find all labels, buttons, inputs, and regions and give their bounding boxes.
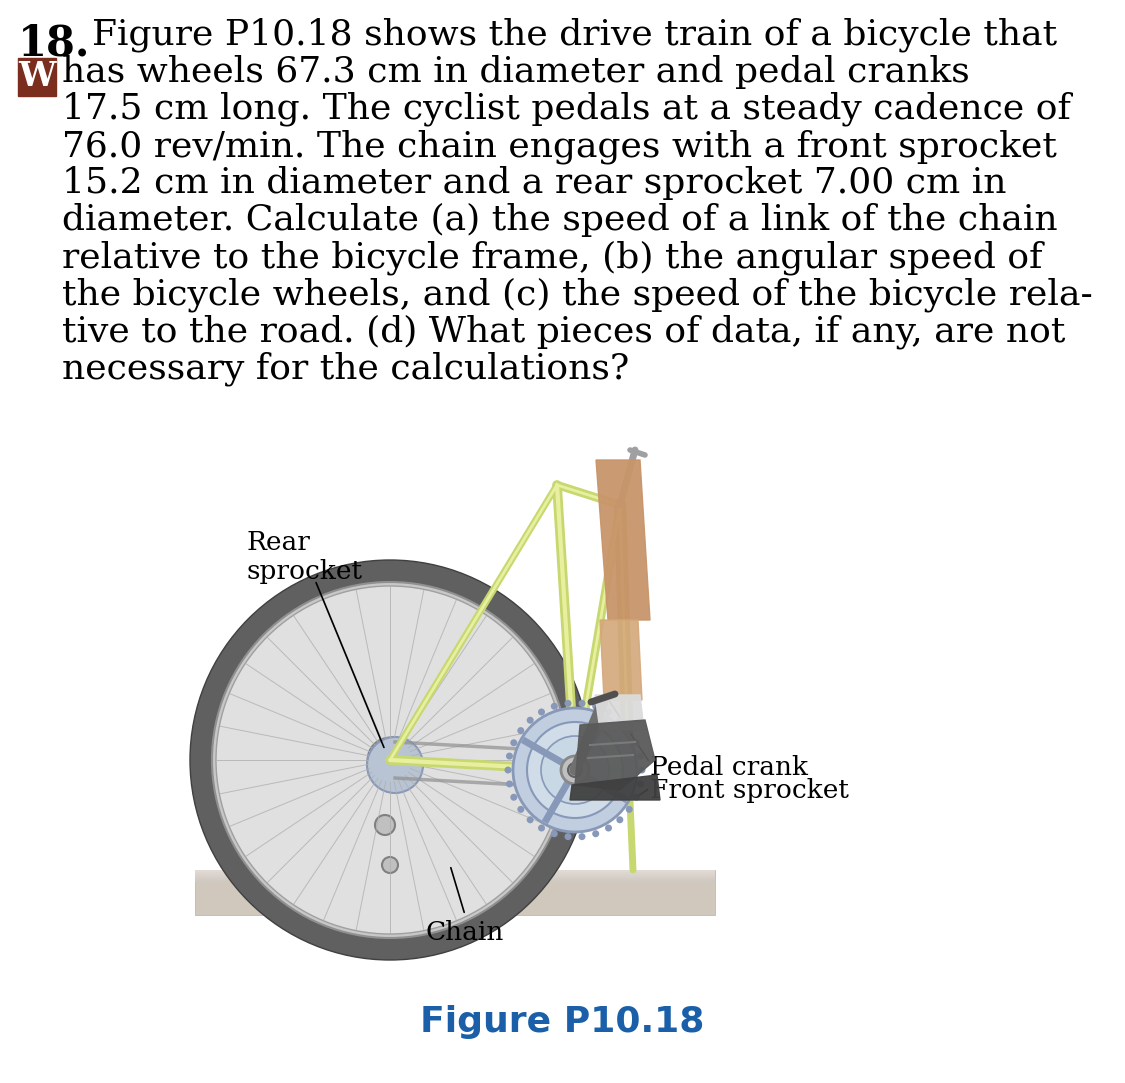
Circle shape <box>639 767 646 773</box>
Circle shape <box>504 767 512 773</box>
Circle shape <box>637 753 643 759</box>
Text: has wheels 67.3 cm in diameter and pedal cranks: has wheels 67.3 cm in diameter and pedal… <box>62 55 970 89</box>
Circle shape <box>605 824 612 832</box>
Text: Figure P10.18: Figure P10.18 <box>420 1005 704 1039</box>
Bar <box>195 874 716 876</box>
Text: 18.: 18. <box>18 22 90 64</box>
Circle shape <box>626 806 632 813</box>
Circle shape <box>551 831 558 837</box>
Circle shape <box>565 700 572 707</box>
Circle shape <box>380 751 400 770</box>
Polygon shape <box>575 720 655 790</box>
Circle shape <box>592 831 600 837</box>
Circle shape <box>518 806 524 813</box>
Polygon shape <box>596 460 650 619</box>
Circle shape <box>216 586 564 934</box>
Circle shape <box>541 736 609 804</box>
Circle shape <box>578 833 585 840</box>
Circle shape <box>375 815 395 835</box>
Circle shape <box>367 738 423 793</box>
Circle shape <box>526 817 533 823</box>
Circle shape <box>568 764 582 777</box>
Circle shape <box>578 700 585 707</box>
Text: Rear
sprocket: Rear sprocket <box>248 530 363 584</box>
Text: W: W <box>18 61 56 93</box>
Circle shape <box>513 708 637 832</box>
Text: 15.2 cm in diameter and a rear sprocket 7.00 cm in: 15.2 cm in diameter and a rear sprocket … <box>62 166 1007 200</box>
Bar <box>195 878 716 880</box>
Circle shape <box>637 781 643 787</box>
Circle shape <box>632 794 640 800</box>
Circle shape <box>561 756 590 784</box>
Text: the bicycle wheels, and (c) the speed of the bicycle rela-: the bicycle wheels, and (c) the speed of… <box>62 277 1092 312</box>
Circle shape <box>506 753 513 759</box>
Circle shape <box>382 857 398 873</box>
Text: Front sprocket: Front sprocket <box>650 778 849 803</box>
Text: diameter. Calculate (a) the speed of a link of the chain: diameter. Calculate (a) the speed of a l… <box>62 203 1058 237</box>
Circle shape <box>526 722 623 818</box>
Text: tive to the road. (d) What pieces of data, if any, are not: tive to the road. (d) What pieces of dat… <box>62 314 1065 349</box>
Circle shape <box>538 708 544 716</box>
Text: 76.0 rev/min. The chain engages with a front sprocket: 76.0 rev/min. The chain engages with a f… <box>62 129 1056 164</box>
Circle shape <box>616 717 623 723</box>
Circle shape <box>190 560 590 960</box>
Bar <box>195 870 716 872</box>
Polygon shape <box>600 619 642 700</box>
Text: Figure P10.18 shows the drive train of a bicycle that: Figure P10.18 shows the drive train of a… <box>92 18 1058 52</box>
Circle shape <box>626 727 632 734</box>
Text: Pedal crank: Pedal crank <box>650 755 808 780</box>
Circle shape <box>506 781 513 787</box>
Circle shape <box>592 703 600 709</box>
Circle shape <box>538 824 544 832</box>
Bar <box>195 876 716 878</box>
Text: relative to the bicycle frame, (b) the angular speed of: relative to the bicycle frame, (b) the a… <box>62 240 1043 275</box>
Text: 17.5 cm long. The cyclist pedals at a steady cadence of: 17.5 cm long. The cyclist pedals at a st… <box>62 92 1071 127</box>
Circle shape <box>212 582 568 938</box>
Circle shape <box>616 817 623 823</box>
Circle shape <box>605 708 612 716</box>
Circle shape <box>565 833 572 840</box>
Circle shape <box>526 717 533 723</box>
Text: Chain: Chain <box>425 919 504 945</box>
Polygon shape <box>570 775 660 800</box>
Circle shape <box>368 738 412 782</box>
Circle shape <box>511 740 518 746</box>
Polygon shape <box>595 695 643 730</box>
Circle shape <box>551 703 558 709</box>
Bar <box>195 872 716 874</box>
Circle shape <box>518 727 524 734</box>
Circle shape <box>632 740 640 746</box>
Bar <box>195 870 716 915</box>
Bar <box>195 880 716 882</box>
Circle shape <box>511 794 518 800</box>
Text: necessary for the calculations?: necessary for the calculations? <box>62 351 629 386</box>
FancyBboxPatch shape <box>18 58 56 96</box>
